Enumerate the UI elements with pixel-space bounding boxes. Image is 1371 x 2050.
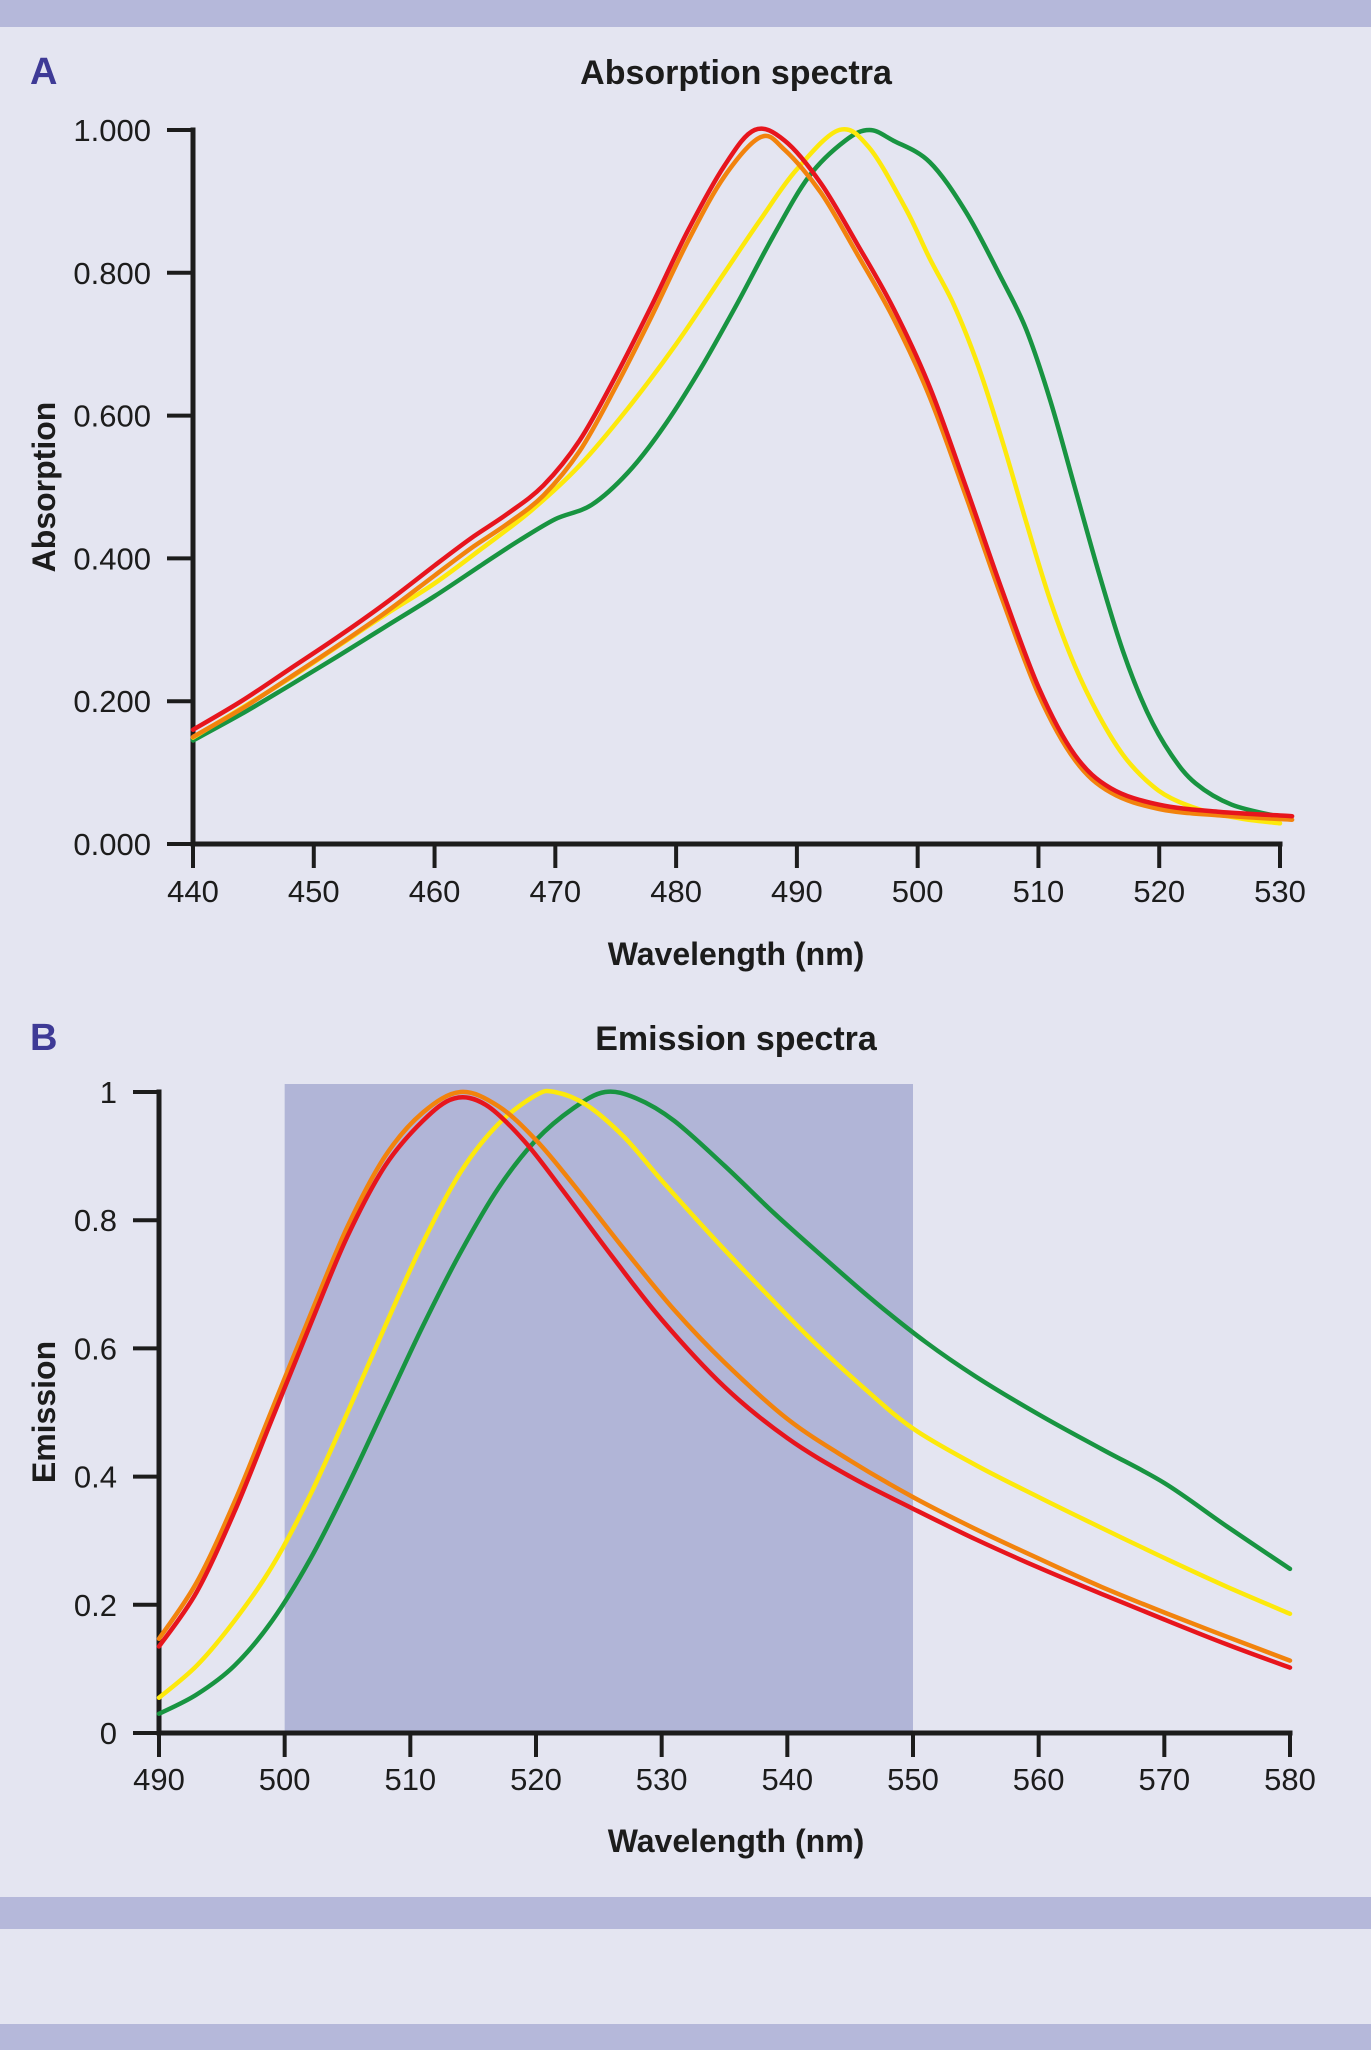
curve-viobright-515 — [190, 126, 1295, 819]
y-tick-label: 0.000 — [73, 827, 151, 862]
top-band — [0, 0, 1371, 27]
legend-top-band — [0, 1897, 1371, 1929]
x-tick-label: 540 — [761, 1762, 813, 1797]
x-tick-label: 470 — [529, 874, 581, 909]
y-tick-label: 0.4 — [74, 1460, 117, 1495]
panel-b-x-axis-title: Wavelength (nm) — [608, 1823, 865, 1859]
x-tick-label: 570 — [1138, 1762, 1190, 1797]
x-tick-label: 510 — [384, 1762, 436, 1797]
x-tick-label: 490 — [771, 874, 823, 909]
panel-b-letter: B — [30, 1017, 57, 1059]
curve-viobright-fitc — [156, 1089, 1293, 1717]
y-tick-label: 0.6 — [74, 1331, 117, 1366]
x-tick-label: 550 — [887, 1762, 939, 1797]
x-tick-label: 580 — [1264, 1762, 1316, 1797]
y-tick-label: 0.800 — [73, 256, 151, 291]
x-tick-label: 440 — [167, 874, 219, 909]
x-tick-label: 450 — [288, 874, 340, 909]
curve-viobright-515 — [156, 1095, 1293, 1670]
y-tick-label: 0.8 — [74, 1203, 117, 1238]
x-tick-label: 500 — [259, 1762, 311, 1797]
curve-viobright-fitc — [190, 127, 1283, 820]
x-tick-label: 490 — [133, 1762, 185, 1797]
x-tick-label: 500 — [892, 874, 944, 909]
y-tick-label: 0.200 — [73, 684, 151, 719]
y-tick-label: 0.600 — [73, 399, 151, 434]
x-tick-label: 520 — [1133, 874, 1185, 909]
panel-a-letter: A — [30, 51, 57, 93]
x-tick-label: 460 — [409, 874, 461, 909]
x-tick-label: 530 — [1254, 874, 1306, 909]
panel-b-y-axis-title: Emission — [26, 1341, 62, 1483]
curve-fitc — [156, 1088, 1293, 1700]
detection-filter-band — [284, 1084, 914, 1733]
panel-a-x-axis-title: Wavelength (nm) — [608, 936, 865, 972]
y-tick-label: 0.400 — [73, 541, 151, 576]
curve-vio-515 — [190, 133, 1295, 822]
curve-fitc — [190, 126, 1283, 826]
panel-a-title: Absorption spectra — [580, 54, 893, 92]
panel-a-y-axis-title: Absorption — [26, 402, 62, 573]
x-tick-label: 510 — [1013, 874, 1065, 909]
x-tick-label: 520 — [510, 1762, 562, 1797]
emission-chart: 490 500 510 520 530 540 550 560 570 580 1 0.8 0.6 0.4… — [74, 1075, 1316, 1797]
x-tick-label: 480 — [650, 874, 702, 909]
y-tick-label: 0 — [100, 1716, 117, 1751]
absorption-chart: 440 450 460 470 480 490 500 510 520 530 1.000 0.800… — [73, 113, 1305, 909]
y-tick-label: 1 — [100, 1075, 117, 1110]
legend: VioBright FITCVioBright 515Vio 515FITC — [0, 1929, 1371, 2024]
panel-b-title: Emission spectra — [595, 1020, 878, 1058]
x-tick-label: 560 — [1013, 1762, 1065, 1797]
y-tick-label: 1.000 — [73, 113, 151, 148]
bottom-band — [0, 2024, 1371, 2050]
y-tick-label: 0.2 — [74, 1588, 117, 1623]
curve-vio-515 — [156, 1089, 1293, 1663]
x-tick-label: 530 — [636, 1762, 688, 1797]
axes — [190, 127, 1283, 847]
